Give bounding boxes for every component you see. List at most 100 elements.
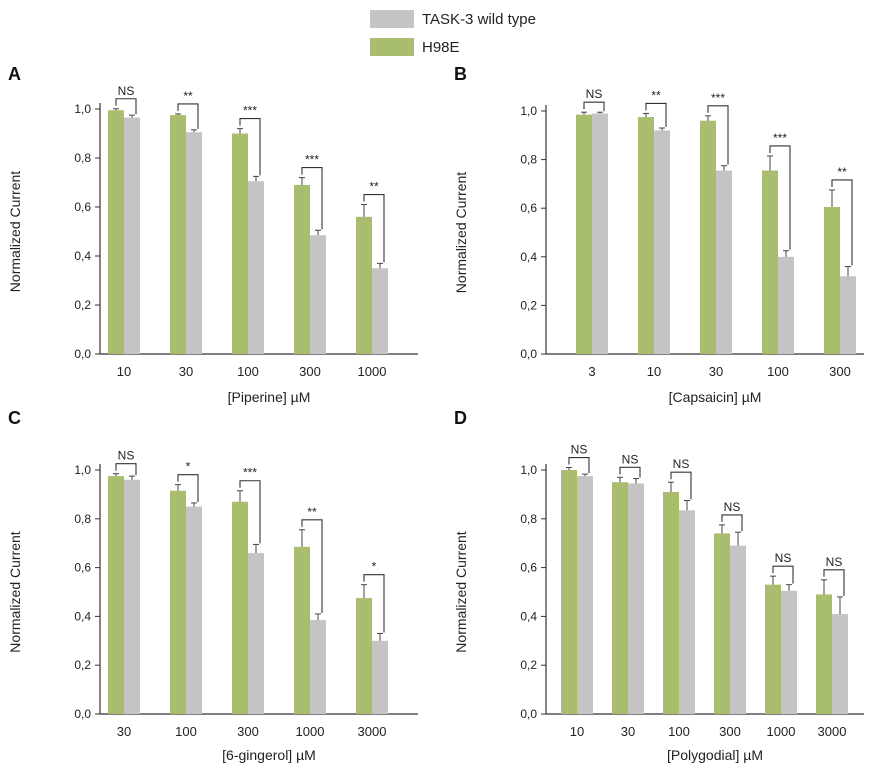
panel-a-bar-h98e [108,110,124,354]
panel-a-y-tick-label: 1,0 [74,102,91,116]
panel-a-x-tick-label: 30 [179,364,193,379]
panel-d-bar-h98e [612,482,628,714]
panel-b-bar-wild-type [592,113,608,355]
panel-d-y-tick-label: 1,0 [520,463,537,477]
panel-a-significance-label: *** [305,153,319,167]
panel-c-y-tick-label: 0,8 [74,512,91,526]
panel-a-significance-bracket [301,167,323,230]
panel-b-x-tick-label: 10 [647,364,661,379]
panel-a-significance-label: NS [118,84,135,98]
panel-c-bar-h98e [232,501,248,714]
panel-a-bar-h98e [170,115,186,354]
panel-d-bar-h98e [816,594,832,714]
panel-d-y-tick-label: 0,2 [520,658,537,672]
panel-b-bar-h98e [824,206,840,354]
panel-b-x-axis-title: [Capsaicin] µM [669,389,762,405]
panel-b-significance-bracket [645,102,667,128]
panel-a-significance-bracket [115,98,137,115]
panel-b-x-tick-label: 300 [829,364,851,379]
panel-a-bar-h98e [232,133,248,354]
panel-c-y-tick-label: 0,0 [74,707,91,721]
legend-item-h98e: H98E [370,38,460,56]
panel-b-significance-label: *** [711,91,725,105]
panel-a-y-tick-label: 0,0 [74,347,91,361]
panel-d-bar-h98e [765,584,781,714]
panel-c-bar-h98e [108,476,124,714]
panel-c-bar-wild-type [372,640,388,714]
panel-d-y-tick-label: 0,4 [520,609,537,623]
panel-a-y-tick-label: 0,6 [74,200,91,214]
chart-panel-d: D 0,0 0,2 0,4 0,6 0,8 1,0 Normalized Current [Po… [453,408,864,763]
panel-c-y-tick-label: 0,4 [74,609,91,623]
panel-b-y-tick-label: 0,6 [520,201,537,215]
panel-a-label: A [8,64,21,84]
panel-b-bar-h98e [638,117,654,354]
legend-label-h98e: H98E [422,38,460,56]
panel-d-x-tick-label: 1000 [767,724,796,739]
panel-b-significance-label: NS [586,87,603,101]
panel-d-label: D [454,408,467,428]
panel-b-significance-bracket [831,179,853,266]
panel-a-bar-h98e [294,184,310,354]
panel-a-y-tick-label: 0,2 [74,298,91,312]
panel-c-significance-bracket [301,519,323,613]
panel-d-bar-h98e [714,533,730,714]
panel-d-x-tick-label: 10 [570,724,584,739]
chart-panel-c: C 0,0 0,2 0,4 0,6 0,8 1,0 Normalized Current [6-… [7,408,418,763]
panel-d-significance-bracket [721,514,743,532]
panel-b-significance-label: ** [837,165,847,179]
panel-b-significance-bracket [707,105,729,165]
panel-a-significance-bracket [239,118,261,176]
panel-d-significance-label: NS [622,452,639,466]
panel-a-bar-wild-type [372,268,388,354]
panel-a-bar-h98e [356,216,372,354]
panel-d-x-tick-label: 300 [719,724,741,739]
panel-d-x-axis-title: [Polygodial] µM [667,747,763,763]
panel-a-y-tick-label: 0,4 [74,249,91,263]
panel-d-significance-label: NS [775,551,792,565]
panel-c-x-tick-label: 300 [237,724,259,739]
panel-c-x-tick-label: 1000 [296,724,325,739]
panel-b-label: B [454,64,467,84]
panel-d-significance-bracket [568,457,590,474]
panel-b-y-tick-label: 0,2 [520,298,537,312]
panel-a-x-axis-title: [Piperine] µM [228,389,311,405]
panel-d-bar-wild-type [577,476,593,714]
panel-b-significance-bracket [583,101,605,112]
panel-d-y-tick-label: 0,0 [520,707,537,721]
panel-c-bar-wild-type [186,506,202,714]
panel-c-y-axis-title: Normalized Current [7,531,23,652]
panel-a-x-tick-label: 300 [299,364,321,379]
panel-b-significance-bracket [769,145,791,250]
panel-c-bar-wild-type [248,552,264,714]
panel-a-bar-wild-type [248,181,264,354]
panel-c-label: C [8,408,21,428]
panel-d-significance-bracket [772,565,794,584]
panel-b-bar-wild-type [778,256,794,354]
panel-a-y-tick-label: 0,8 [74,151,91,165]
panel-c-x-axis-title: [6-gingerol] µM [222,747,316,763]
panel-c-significance-label: *** [243,466,257,480]
panel-d-x-tick-label: 30 [621,724,635,739]
panel-a-bar-wild-type [186,132,202,354]
panel-b-bar-h98e [700,120,716,354]
legend-swatch-h98e [370,38,414,56]
panel-c-significance-label: ** [307,505,317,519]
panel-b-bar-h98e [762,170,778,354]
panel-c-x-tick-label: 100 [175,724,197,739]
panel-b-bar-wild-type [840,276,856,354]
legend-label-wild-type: TASK-3 wild type [422,10,536,28]
panel-d-y-tick-label: 0,8 [520,512,537,526]
panel-c-y-tick-label: 0,2 [74,658,91,672]
panel-c-significance-label: * [186,460,191,474]
panel-d-significance-bracket [823,569,845,596]
panel-d-significance-label: NS [571,443,588,457]
panel-b-x-tick-label: 3 [588,364,595,379]
panel-b-significance-label: ** [651,88,661,102]
panel-d-bar-wild-type [628,483,644,714]
panel-d-significance-label: NS [724,500,741,514]
panel-d-y-tick-label: 0,6 [520,561,537,575]
panel-b-y-tick-label: 0,8 [520,153,537,167]
panel-a-significance-label: *** [243,104,257,118]
panel-d-bar-h98e [663,491,679,714]
